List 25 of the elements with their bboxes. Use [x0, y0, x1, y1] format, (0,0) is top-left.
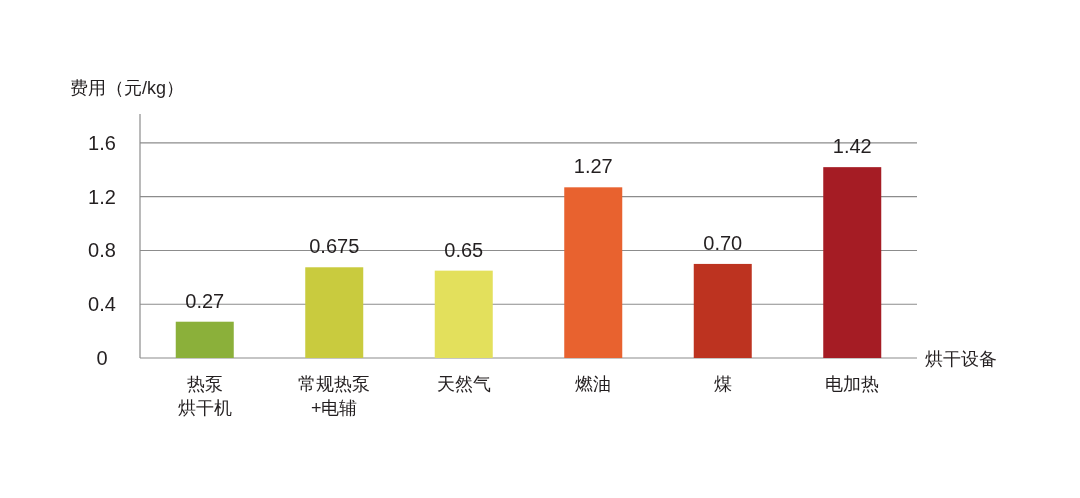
data-label: 0.70 [703, 231, 743, 254]
bar [175, 321, 234, 358]
y-tick-label: 0 [96, 347, 108, 369]
y-tick-label: 1.2 [88, 185, 116, 208]
y-tick-label: 0.8 [88, 239, 116, 262]
y-tick-label: 0.4 [88, 293, 116, 316]
bar [693, 263, 752, 358]
data-label: 0.675 [309, 235, 360, 258]
bar [305, 267, 364, 358]
y-axis-title: 费用（元/kg） [70, 78, 185, 98]
x-tick-label: 热泵烘干机 [177, 374, 232, 418]
x-tick-label: 煤 [713, 374, 732, 394]
data-label: 1.42 [832, 135, 872, 158]
x-tick-label: 电加热 [825, 374, 880, 394]
data-label: 0.65 [444, 238, 484, 261]
data-label: 0.27 [185, 289, 225, 312]
x-tick-label: 常规热泵+电辅 [298, 374, 371, 418]
bar [564, 187, 623, 358]
data-label: 1.27 [573, 155, 613, 178]
x-tick-label: 燃油 [575, 374, 612, 394]
y-tick-label: 1.6 [88, 131, 116, 154]
x-tick-label: 天然气 [436, 374, 491, 394]
x-axis-title: 烘干设备 [925, 349, 997, 369]
bar [823, 167, 882, 358]
bar [434, 270, 493, 358]
